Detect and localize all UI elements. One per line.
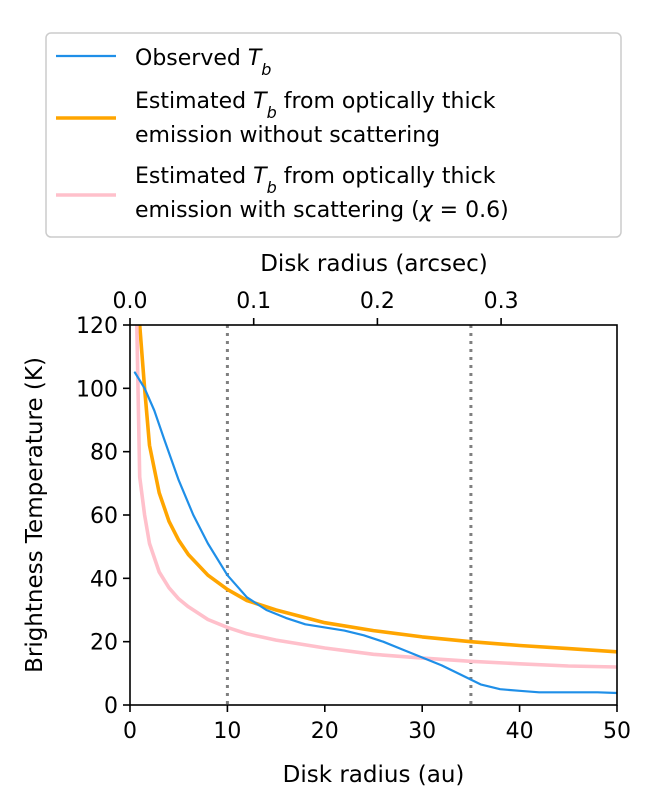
legend-label: emission with scattering (χ = 0.6) bbox=[135, 198, 509, 223]
series-line bbox=[135, 325, 617, 669]
top-x-tick-label: 0.1 bbox=[236, 289, 271, 314]
y-tick-label: 60 bbox=[90, 504, 118, 529]
legend-frame bbox=[45, 32, 622, 238]
legend-label: Estimated Tb from optically thick bbox=[135, 89, 496, 122]
x-tick-label: 10 bbox=[213, 719, 241, 744]
legend-label: Observed Tb bbox=[135, 46, 271, 79]
x-tick-label: 50 bbox=[603, 719, 631, 744]
top-x-tick-label: 0.0 bbox=[113, 289, 148, 314]
x-tick-label: 30 bbox=[408, 719, 436, 744]
x-tick-label: 40 bbox=[506, 719, 534, 744]
series-line bbox=[133, 371, 617, 695]
axes: 0 10 20 30 40 50 Disk radius (au) 0 20 40 60 80 100 1… bbox=[22, 314, 631, 788]
legend: Observed Tb Estimated Tb from optically t… bbox=[45, 32, 622, 238]
y-tick-label: 0 bbox=[104, 694, 118, 719]
series-line bbox=[137, 325, 617, 654]
top-x-tick-label: 0.2 bbox=[360, 289, 395, 314]
series-layer bbox=[133, 325, 617, 695]
legend-label: Estimated Tb from optically thick bbox=[135, 164, 496, 197]
y-axis-label: Brightness Temperature (K) bbox=[22, 357, 48, 673]
y-tick-label: 20 bbox=[90, 631, 118, 656]
y-tick-label: 40 bbox=[90, 567, 118, 592]
reference-lines bbox=[225, 325, 473, 705]
top-axis: 0.0 0.1 0.2 0.3 Disk radius (arcsec) bbox=[113, 251, 519, 325]
x-tick-label: 0 bbox=[123, 719, 137, 744]
y-tick-label: 120 bbox=[76, 314, 118, 339]
top-x-tick-label: 0.3 bbox=[484, 289, 519, 314]
legend-label: emission without scattering bbox=[135, 123, 440, 148]
y-tick-label: 100 bbox=[76, 377, 118, 402]
x-axis-label: Disk radius (au) bbox=[283, 762, 465, 788]
top-x-axis-label: Disk radius (arcsec) bbox=[260, 251, 488, 277]
y-tick-label: 80 bbox=[90, 441, 118, 466]
x-tick-label: 20 bbox=[311, 719, 339, 744]
